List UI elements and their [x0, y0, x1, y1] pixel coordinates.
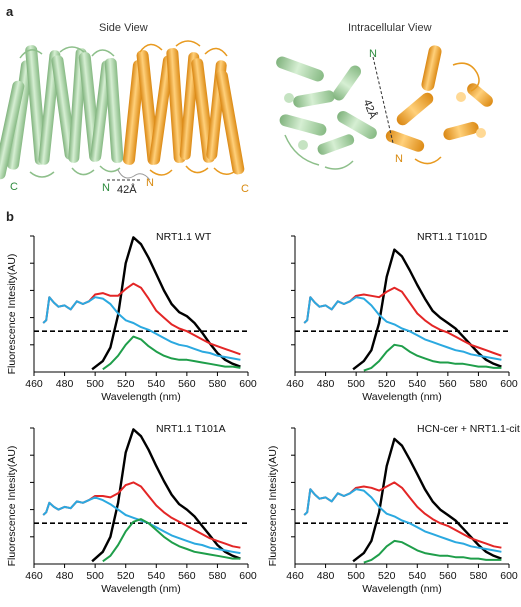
x-tick-label: 540 — [148, 378, 166, 390]
protomer-orange-helices — [122, 40, 245, 176]
series-line-3 — [102, 335, 241, 371]
x-tick-label: 520 — [378, 378, 396, 390]
x-axis-title: Wavelength (nm) — [362, 391, 442, 403]
side-c-right-label: C — [241, 183, 249, 195]
y-axis-title: Fluorescence Intesity(AU) — [6, 254, 18, 375]
x-axis-title: Wavelength (nm) — [101, 583, 181, 595]
series-line-1 — [303, 481, 502, 549]
x-tick-label: 500 — [86, 378, 104, 390]
x-tick-label: 460 — [25, 378, 43, 390]
series-line-3 — [363, 343, 502, 372]
spectrum-chart-wt: 460 480 500 520 540 560 580 600 NRT1.1 WT Wavelen… — [6, 231, 257, 403]
intra-n-bottom-label: N — [395, 153, 403, 165]
x-tick-label: 600 — [239, 570, 257, 582]
side-view-structure — [0, 40, 245, 181]
x-tick-label: 580 — [470, 570, 488, 582]
x-tick-label: 540 — [409, 378, 427, 390]
x-tick-label: 480 — [56, 378, 74, 390]
intracellular-green-helices — [276, 56, 377, 170]
side-n-left-label: N — [102, 182, 110, 194]
loop-connector — [117, 169, 151, 181]
x-axis-title: Wavelength (nm) — [101, 391, 181, 403]
x-tick-label: 560 — [178, 378, 196, 390]
x-tick-label: 560 — [439, 378, 457, 390]
series-line-0 — [91, 428, 241, 563]
x-tick-label: 480 — [56, 570, 74, 582]
x-tick-label: 480 — [317, 378, 335, 390]
x-tick-label: 500 — [347, 378, 365, 390]
x-tick-label: 540 — [148, 570, 166, 582]
spectrum-chart-t101a: 460 480 500 520 540 560 580 600 NRT1.1 T101A Wave… — [6, 423, 257, 595]
protomer-green-helices — [0, 45, 124, 180]
intracellular-view-structure — [276, 45, 493, 170]
panel-a-letter: a — [6, 4, 14, 19]
intracellular-orange-helices — [385, 45, 493, 165]
x-tick-label: 480 — [317, 570, 335, 582]
intra-n-top-label: N — [369, 48, 377, 60]
series-line-2 — [42, 496, 241, 555]
x-tick-label: 460 — [286, 378, 304, 390]
series-line-2 — [303, 488, 502, 553]
y-axis-title: Fluorescence Intesity(AU) — [267, 446, 279, 567]
x-tick-label: 580 — [470, 378, 488, 390]
side-distance-label: 42Å — [117, 184, 137, 196]
x-tick-label: 520 — [117, 570, 135, 582]
x-tick-label: 540 — [409, 570, 427, 582]
series-line-2 — [303, 296, 502, 361]
x-tick-label: 460 — [286, 570, 304, 582]
x-tick-label: 580 — [209, 570, 227, 582]
x-tick-label: 600 — [239, 378, 257, 390]
spectrum-chart-hcn-cer: 460 480 500 520 540 560 580 600 HCN-cer + NRT1.1… — [267, 423, 520, 595]
chart-title-wt: NRT1.1 WT — [156, 231, 212, 243]
series-line-2 — [42, 296, 241, 361]
x-tick-label: 580 — [209, 378, 227, 390]
chart-title-t101a: NRT1.1 T101A — [156, 423, 226, 435]
x-tick-label: 560 — [439, 570, 457, 582]
series-line-0 — [91, 236, 241, 371]
intracellular-view-title: Intracellular View — [348, 22, 432, 34]
spectrum-chart-t101d: 460 480 500 520 540 560 580 600 NRT1.1 T101D Wave… — [286, 231, 518, 403]
series-line-3 — [102, 518, 241, 563]
x-tick-label: 520 — [117, 378, 135, 390]
chart-title-t101d: NRT1.1 T101D — [417, 231, 488, 243]
x-tick-label: 500 — [86, 570, 104, 582]
side-c-left-label: C — [10, 181, 18, 193]
series-line-1 — [303, 286, 502, 357]
panel-b-letter: b — [6, 209, 14, 224]
series-line-1 — [42, 481, 241, 549]
side-n-right-label: N — [146, 177, 154, 189]
y-axis-title: Fluorescence Intesity(AU) — [6, 446, 18, 567]
side-view-title: Side View — [99, 22, 148, 34]
x-axis-title: Wavelength (nm) — [362, 583, 442, 595]
x-tick-label: 460 — [25, 570, 43, 582]
series-line-3 — [363, 539, 502, 564]
series-line-1 — [42, 282, 241, 356]
x-tick-label: 600 — [500, 570, 518, 582]
x-tick-label: 500 — [347, 570, 365, 582]
x-tick-label: 520 — [378, 570, 396, 582]
chart-title-hcn-cer: HCN-cer + NRT1.1-cit — [417, 423, 520, 435]
x-tick-label: 560 — [178, 570, 196, 582]
series-line-0 — [352, 437, 502, 563]
x-tick-label: 600 — [500, 378, 518, 390]
